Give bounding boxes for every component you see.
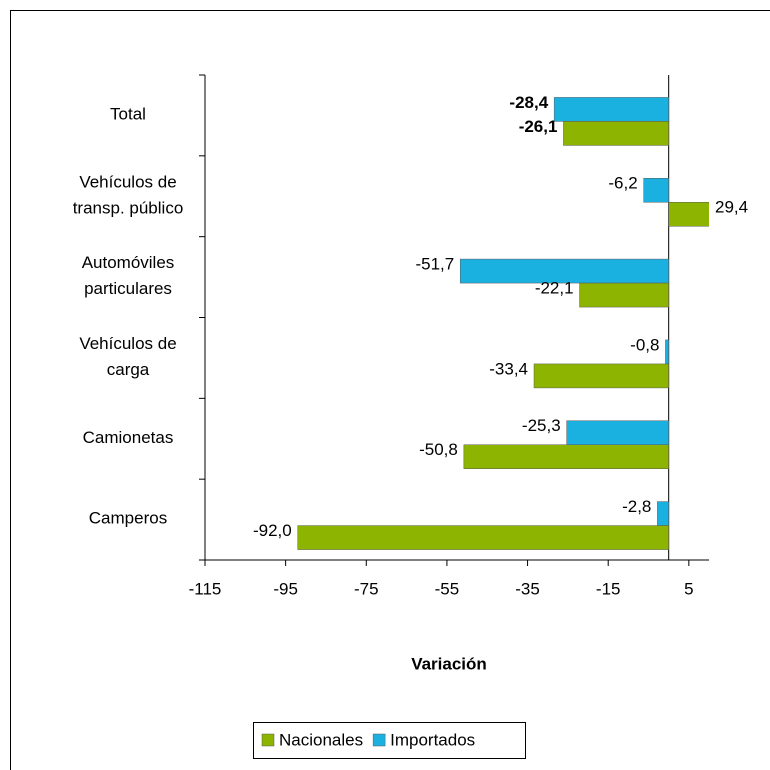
legend-swatch [261, 733, 275, 747]
data-label: -50,8 [419, 440, 458, 459]
y-tick-label: Camionetas [83, 428, 174, 447]
data-label: -28,4 [509, 93, 548, 112]
data-label: 29,4 [715, 198, 748, 217]
legend-swatch [372, 733, 386, 747]
data-label: -51,7 [415, 255, 454, 274]
data-label: -26,1 [519, 117, 558, 136]
bar [566, 420, 669, 445]
x-tick-label: -35 [515, 579, 540, 598]
bar [665, 339, 669, 365]
x-tick-label: -95 [273, 579, 298, 598]
x-tick-label: -115 [189, 579, 222, 598]
bar [563, 121, 669, 146]
legend-label: Nacionales [279, 730, 363, 749]
bar [463, 444, 669, 469]
bar [668, 202, 709, 227]
chart-border [10, 10, 770, 770]
data-label: -22,1 [535, 279, 574, 298]
x-tick-label: -55 [435, 579, 460, 598]
bar [657, 501, 669, 526]
bar [643, 178, 669, 203]
x-tick-label: 5 [684, 579, 693, 598]
data-label: -92,0 [253, 521, 292, 540]
legend-label: Importados [390, 730, 475, 749]
bar [459, 258, 669, 284]
y-tick-label: Vehículos de carga [79, 334, 176, 379]
y-tick-label: Automóviles particulares [82, 254, 175, 299]
bar [533, 363, 669, 389]
x-tick-label: -75 [354, 579, 379, 598]
data-label: -33,4 [489, 359, 528, 378]
bar [553, 97, 669, 122]
data-label: -6,2 [608, 174, 637, 193]
plot-area [297, 97, 709, 550]
data-label: -25,3 [522, 416, 561, 435]
bar [579, 282, 669, 308]
data-label: -0,8 [630, 335, 659, 354]
legend-box [253, 722, 526, 759]
y-tick-label: Vehículos de transp. público [73, 173, 184, 218]
x-axis-label: Variación [411, 654, 487, 673]
y-tick-label: Total [110, 105, 146, 124]
bar [297, 525, 669, 550]
data-label: -2,8 [622, 497, 651, 516]
x-tick-label: -15 [596, 579, 621, 598]
y-tick-label: Camperos [89, 509, 167, 528]
